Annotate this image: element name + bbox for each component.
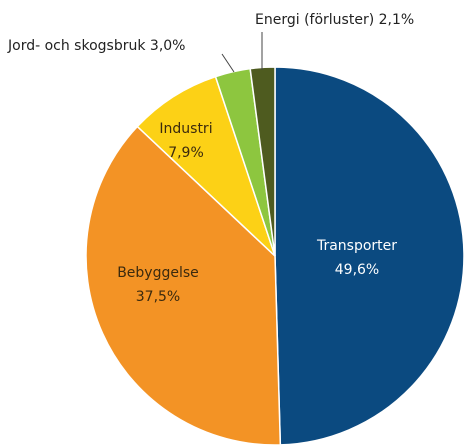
leader-line — [221, 53, 235, 73]
slice-name: Transporter — [316, 238, 397, 254]
slice-value-label: 49,6% — [335, 262, 379, 278]
slice-value-label: 7,9% — [168, 145, 204, 161]
pie-slice — [85, 125, 282, 446]
slice-value-label: 37,5% — [136, 289, 180, 305]
slice-name: Industri — [159, 121, 212, 137]
pie-slice — [274, 66, 465, 446]
slice-label: Jord- och skogsbruk 3,0% — [7, 38, 185, 54]
slice-name: Energi (förluster) — [255, 12, 374, 28]
pie-slice — [136, 75, 276, 257]
slice-name: Jord- och skogsbruk — [7, 38, 146, 54]
pie-slice — [249, 66, 276, 257]
slice-value-label: 2,1% — [379, 12, 415, 28]
slice-label: Energi (förluster) 2,1% — [255, 12, 414, 28]
slice-name: Bebyggelse — [117, 265, 199, 281]
slice-value-label: 3,0% — [150, 38, 186, 54]
